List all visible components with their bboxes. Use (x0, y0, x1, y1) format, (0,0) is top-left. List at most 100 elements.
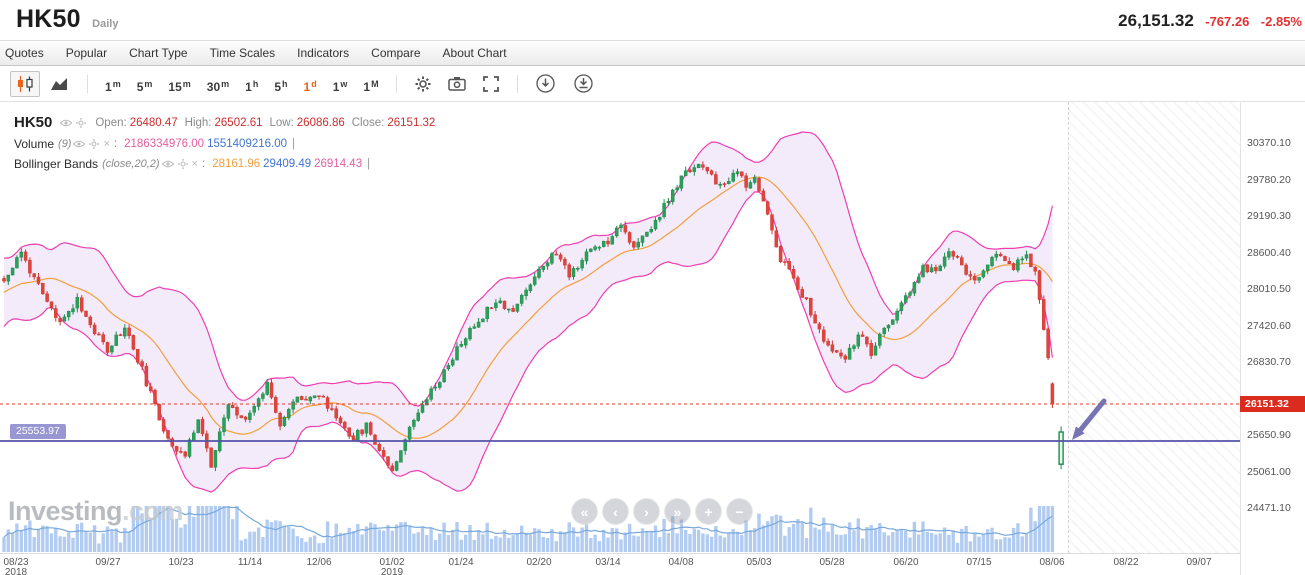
menu-item-quotes[interactable]: Quotes (5, 46, 44, 60)
y-axis-label: 28600.40 (1247, 247, 1291, 259)
volume-ma-value: 1551409216.00 (207, 138, 288, 150)
zoom-in-button[interactable]: + (695, 498, 722, 525)
interval-buttons: 1m 5m 15m 30m 1h 5h 1d 1w 1M (97, 71, 387, 97)
y-axis[interactable]: 30370.10 29780.20 29190.30 28600.40 28010.50… (1240, 102, 1305, 575)
pan-right-button[interactable]: › (633, 498, 660, 525)
x-axis-year-label: 2018 (4, 567, 28, 575)
save-circle-icon (574, 74, 593, 93)
high-label: High: (184, 116, 212, 129)
bollinger-title: Bollinger Bands (14, 157, 99, 171)
menu-item-about-chart[interactable]: About Chart (442, 46, 507, 60)
future-hatched-region (1068, 102, 1240, 553)
y-axis-label: 25650.90 (1247, 429, 1291, 441)
interval-15m-button[interactable]: 15m (168, 78, 191, 94)
area-chart-icon (51, 77, 67, 90)
visibility-icon[interactable] (60, 119, 73, 127)
legend-volume-row: Volume (9) × : 2186334976.00 1551409216.… (14, 137, 435, 151)
menu-item-compare[interactable]: Compare (371, 46, 421, 60)
interval-1M-button[interactable]: 1M (363, 78, 379, 94)
header: HK50 Daily 26,151.32 -767.26 -2.85% (0, 0, 1305, 40)
pan-fast-left-button[interactable]: « (571, 498, 598, 525)
volume-layer (2, 506, 1055, 552)
quote-block: 26,151.32 -767.26 -2.85% (1118, 11, 1302, 31)
current-candle (1058, 426, 1064, 470)
close-label: Close: (351, 116, 385, 129)
fullscreen-button[interactable] (478, 71, 504, 97)
fullscreen-icon (482, 75, 499, 92)
settings-button[interactable] (410, 71, 436, 97)
interval-5m-button[interactable]: 5m (136, 78, 153, 94)
camera-icon (447, 77, 466, 91)
x-axis-label: 05/03 (746, 557, 772, 568)
colon: : (113, 138, 118, 150)
x-axis[interactable]: 08/23 2018 09/27 10/23 11/14 12/06 01/02 2019 01… (0, 553, 1240, 575)
pan-left-button[interactable]: ‹ (602, 498, 629, 525)
timeframe-label: Daily (92, 18, 119, 30)
interval-5h-button[interactable]: 5h (274, 78, 288, 94)
candlestick-icon (18, 75, 33, 92)
colon: : (201, 158, 206, 170)
visibility-icon[interactable] (161, 160, 174, 168)
price-chart[interactable] (0, 102, 1240, 554)
pipe: | (367, 158, 371, 170)
remove-indicator-icon[interactable]: × (103, 138, 110, 150)
x-axis-label: 01/02 (379, 557, 405, 568)
visibility-icon[interactable] (73, 140, 86, 148)
legend-bollinger-row: Bollinger Bands (close,20,2) × : 28161.9… (14, 157, 435, 171)
volume-value: 2186334976.00 (124, 138, 205, 150)
interval-1d-button[interactable]: 1d (303, 78, 317, 94)
bb-lower-value: 26914.43 (314, 158, 363, 170)
x-axis-label: 07/15 (966, 557, 992, 568)
menu-bar: Quotes Popular Chart Type Time Scales Indica… (0, 40, 1305, 66)
interval-1w-button[interactable]: 1w (332, 78, 348, 94)
download-circle-icon (536, 74, 555, 93)
x-axis-label: 09/07 (1186, 557, 1212, 568)
bollinger-band (3, 131, 1053, 493)
menu-item-time-scales[interactable]: Time Scales (209, 46, 276, 60)
x-axis-label: 08/06 (1039, 557, 1065, 568)
price-change-pct: -2.85% (1260, 14, 1302, 29)
volume-param: (9) (58, 138, 72, 150)
save-chart-button[interactable] (571, 71, 597, 97)
candles-layer (2, 161, 1055, 472)
indicator-settings-icon[interactable] (177, 159, 188, 169)
gear-icon (415, 76, 431, 91)
toolbar-separator (516, 74, 518, 93)
x-axis-label: 01/24 (448, 557, 474, 568)
menu-item-popular[interactable]: Popular (65, 46, 108, 60)
high-value: 26502.61 (214, 116, 263, 129)
bb-basis-value: 28161.96 (212, 158, 261, 170)
interval-1m-button[interactable]: 1m (105, 78, 121, 94)
chart-type-area-button[interactable] (44, 71, 74, 97)
legend-main-row: HK50 Open: 26480.47 High: 26502.61 Low: … (14, 114, 435, 131)
y-axis-label: 29190.30 (1247, 210, 1291, 222)
open-label: Open: (95, 116, 127, 129)
download-chart-button[interactable] (533, 71, 559, 97)
y-axis-label: 29780.20 (1247, 174, 1291, 186)
chart-legend: HK50 Open: 26480.47 High: 26502.61 Low: … (14, 114, 435, 177)
chart-nav-controls: «‹ ›» + − (571, 498, 753, 525)
screenshot-button[interactable] (444, 71, 470, 97)
menu-item-indicators[interactable]: Indicators (297, 46, 350, 60)
trend-arrow[interactable] (1072, 398, 1107, 440)
chart-area: HK50 Open: 26480.47 High: 26502.61 Low: … (0, 102, 1305, 575)
low-value: 26086.86 (296, 116, 345, 129)
x-axis-label: 08/23 (3, 557, 29, 568)
interval-30m-button[interactable]: 30m (206, 78, 230, 94)
open-value: 26480.47 (129, 116, 178, 129)
pipe: | (292, 138, 296, 150)
price-change: -767.26 (1205, 14, 1250, 29)
chart-type-candlestick-button[interactable] (10, 70, 40, 97)
remove-indicator-icon[interactable]: × (191, 158, 198, 170)
series-settings-icon[interactable] (76, 117, 87, 128)
y-axis-label: 26830.70 (1247, 356, 1291, 368)
support-level-badge: 25553.97 (10, 424, 66, 439)
zoom-out-button[interactable]: − (726, 498, 753, 525)
last-price: 26,151.32 (1118, 11, 1194, 30)
indicator-settings-icon[interactable] (89, 139, 100, 149)
x-axis-label: 11/14 (237, 557, 263, 568)
interval-1h-button[interactable]: 1h (245, 78, 259, 94)
pan-fast-right-button[interactable]: » (664, 498, 691, 525)
toolbar: 1m 5m 15m 30m 1h 5h 1d 1w 1M (0, 66, 1305, 102)
menu-item-chart-type[interactable]: Chart Type (129, 46, 188, 60)
